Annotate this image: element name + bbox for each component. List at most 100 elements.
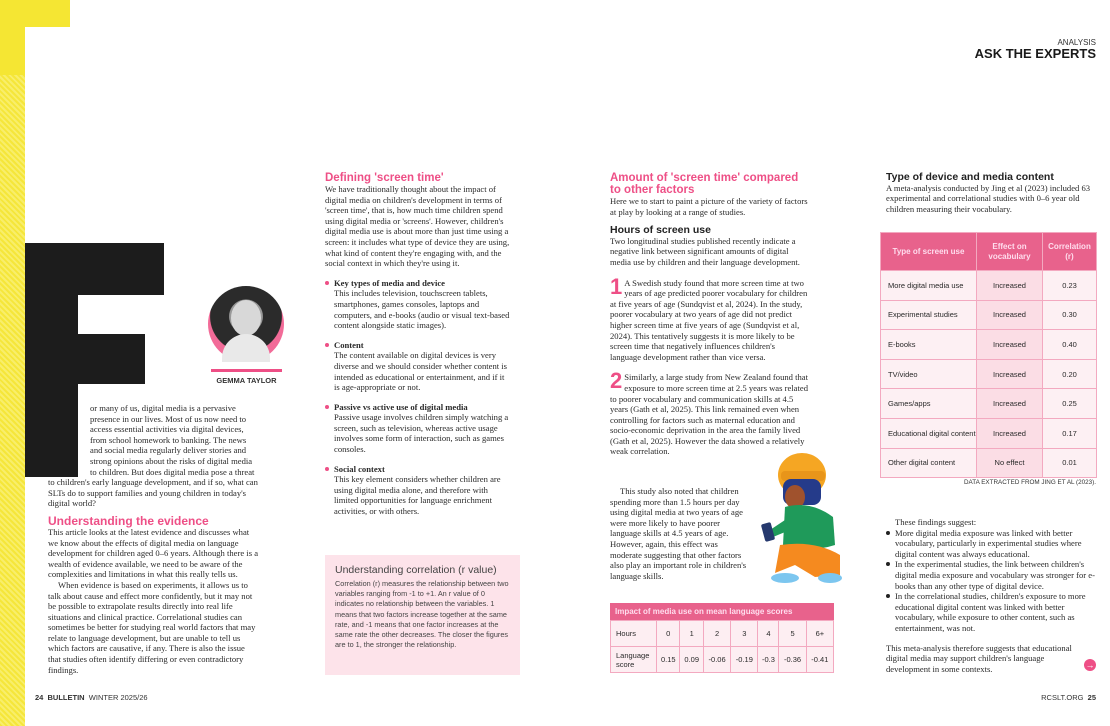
- table-row: Games/apps Increased 0.25: [880, 388, 1097, 419]
- intro-paragraph: or many of us, digital media is a pervas…: [48, 403, 258, 509]
- table-cell: Increased: [976, 299, 1043, 331]
- footer-left: 24 BULLETIN WINTER 2025/26: [35, 693, 148, 702]
- table-cell: Increased: [976, 417, 1043, 449]
- bullet-text: The content available on digital devices…: [334, 350, 508, 393]
- table-cell: 0: [655, 620, 681, 647]
- finding-item: More digital media exposure was linked w…: [886, 528, 1098, 560]
- column-header: Correlation (r): [1042, 232, 1097, 271]
- table-cell: Games/apps: [880, 388, 977, 419]
- table-row: E-books Increased 0.40: [880, 329, 1097, 360]
- publication-name: BULLETIN: [47, 693, 85, 702]
- column-header: Effect on vocabulary: [976, 232, 1043, 271]
- table-cell: 0.40: [1042, 329, 1097, 360]
- bullet-item: Key types of media and device This includ…: [325, 278, 510, 331]
- table-cell: Experimental studies: [880, 299, 977, 331]
- table-cell: 5: [778, 620, 807, 647]
- study-number: 2: [610, 368, 623, 394]
- table-header-row: Type of screen use Effect on vocabulary Co…: [880, 232, 1097, 271]
- device-table: Type of screen use Effect on vocabulary Co…: [880, 232, 1097, 479]
- column-2: Defining 'screen time' We have tradition…: [325, 172, 510, 517]
- conclusion: This meta-analysis therefore suggests th…: [886, 642, 1072, 674]
- table-cell: Increased: [976, 358, 1043, 390]
- heading-amount-screen-time: Amount of 'screen time' compared to othe…: [610, 172, 799, 196]
- paragraph: Two longitudinal studies published recen…: [610, 235, 800, 267]
- table-cell: 4: [757, 620, 780, 647]
- table-row: Language score 0.15 0.09 -0.06 -0.19 -0.3 -0.…: [610, 646, 835, 673]
- bullet-title: Content: [334, 339, 364, 350]
- table-cell: Educational digital content: [880, 417, 977, 449]
- table-cell: No effect: [976, 447, 1043, 479]
- table-row: Other digital content No effect 0.01: [880, 447, 1097, 479]
- box-title: Understanding correlation (r value): [335, 564, 497, 576]
- table-cell: 6+: [805, 620, 835, 647]
- table-title: Impact of media use on mean language sco…: [610, 603, 834, 620]
- table-row: Experimental studies Increased 0.30: [880, 299, 1097, 331]
- table-cell: 1: [679, 620, 704, 647]
- table-cell: -0.19: [730, 646, 759, 673]
- bullet-text: Passive usage involves children simply w…: [334, 412, 509, 455]
- paragraph: This article looks at the latest evidenc…: [48, 526, 259, 580]
- table-cell: More digital media use: [880, 270, 977, 301]
- finding-item: In the experimental studies, the link be…: [886, 559, 1098, 591]
- row-label: Language score: [610, 646, 657, 673]
- table-cell: 0.17: [1042, 417, 1097, 449]
- bullet-title: Key types of media and device: [334, 277, 445, 288]
- study-text: Similarly, a large study from New Zealan…: [610, 372, 809, 457]
- findings-intro: These findings suggest:: [895, 517, 977, 527]
- bullet-item: Passive vs active use of digital media Pa…: [325, 402, 510, 455]
- child-with-phone-illustration: [761, 453, 842, 583]
- bullet-title: Passive vs active use of digital media: [334, 401, 468, 412]
- table-cell: -0.41: [805, 646, 835, 673]
- table-row: Educational digital content Increased 0.17: [880, 417, 1097, 449]
- decorative-stripe: [0, 0, 25, 726]
- heading-defining-screen-time: Defining 'screen time': [325, 172, 444, 184]
- bullet-item: Content The content available on digital …: [325, 340, 510, 393]
- page-number: 25: [1087, 693, 1096, 702]
- impact-table: Impact of media use on mean language sco…: [610, 603, 835, 673]
- bullet-text: This key element considers whether child…: [334, 474, 501, 517]
- table-cell: Increased: [976, 388, 1043, 419]
- table-cell: 0.23: [1042, 270, 1097, 301]
- table-cell: -0.3: [757, 646, 780, 673]
- section-label: ANALYSIS: [1057, 38, 1096, 47]
- table-cell: 2: [702, 620, 732, 647]
- issue-name: WINTER 2025/26: [88, 693, 148, 702]
- heading-understanding-evidence: Understanding the evidence: [48, 513, 209, 528]
- section-header: ANALYSIS ASK THE EXPERTS: [975, 38, 1096, 60]
- author-avatar: [208, 286, 284, 362]
- author-name: GEMMA TAYLOR: [216, 376, 277, 385]
- box-text: Correlation (r) measures the relationshi…: [335, 579, 509, 650]
- column-4-intro: Type of device and media content A meta-…: [886, 172, 1096, 214]
- decorative-block: [0, 0, 25, 75]
- paragraph: This study also noted that children spen…: [610, 486, 747, 581]
- table-row: More digital media use Increased 0.23: [880, 270, 1097, 301]
- paragraph: When evidence is based on experiments, i…: [48, 579, 256, 675]
- paragraph: We have traditionally thought about the …: [325, 184, 510, 269]
- site-url: RCSLT.ORG: [1041, 693, 1084, 702]
- column-1: or many of us, digital media is a pervas…: [48, 403, 258, 675]
- column-3: Amount of 'screen time' compared to othe…: [610, 172, 808, 457]
- table-cell: 0.15: [655, 646, 681, 673]
- table-cell: 0.01: [1042, 447, 1097, 479]
- table-cell: E-books: [880, 329, 977, 360]
- findings: These findings suggest: More digital med…: [886, 517, 1098, 674]
- table-cell: 0.30: [1042, 299, 1097, 331]
- heading-type-of-device: Type of device and media content: [886, 171, 1054, 183]
- paragraph: A meta-analysis conducted by Jing et al …: [886, 182, 1091, 214]
- table-cell: -0.06: [702, 646, 732, 673]
- table-row: TV/video Increased 0.20: [880, 358, 1097, 390]
- arrow-right-icon: →: [1084, 659, 1096, 671]
- table-cell: -0.36: [778, 646, 807, 673]
- table-row: Hours 0 1 2 3 4 5 6+: [610, 620, 835, 647]
- table-source: DATA EXTRACTED FROM JING ET AL (2023).: [963, 479, 1096, 486]
- subheading-hours: Hours of screen use: [610, 224, 711, 237]
- section-title: ASK THE EXPERTS: [974, 46, 1096, 61]
- table-cell: 0.25: [1042, 388, 1097, 419]
- paragraph: Here we to start to paint a picture of t…: [610, 196, 808, 217]
- bullet-title: Social context: [334, 463, 385, 474]
- study-number: 1: [610, 273, 623, 299]
- table-cell: Other digital content: [880, 447, 977, 479]
- table-cell: TV/video: [880, 358, 977, 390]
- column-header: Type of screen use: [880, 232, 977, 271]
- study-text: A Swedish study found that more screen t…: [610, 277, 808, 362]
